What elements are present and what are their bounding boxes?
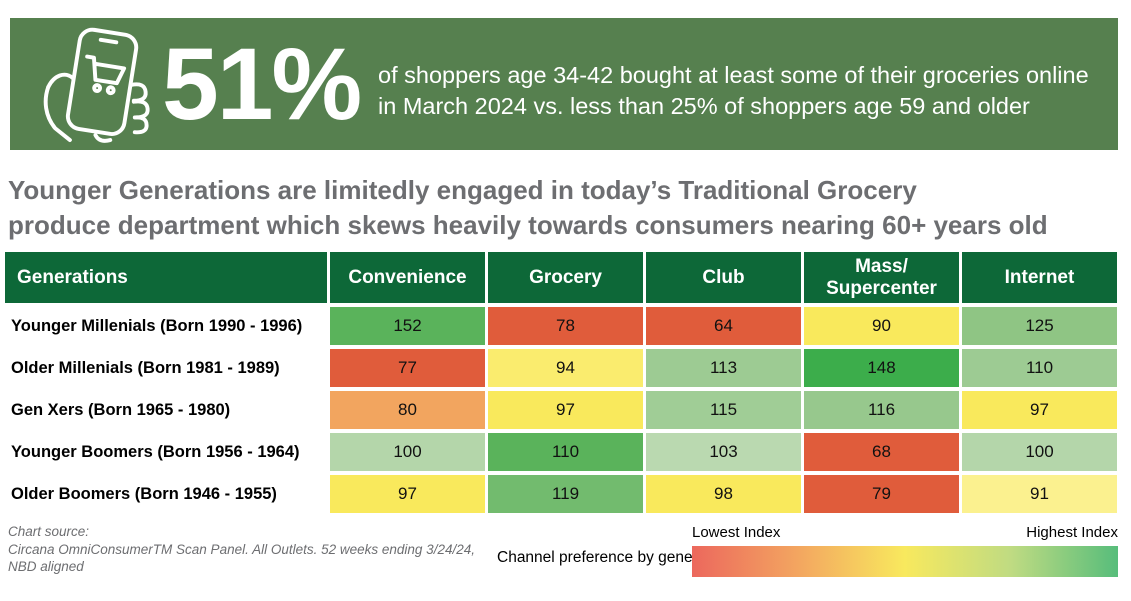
heatmap-cell: 91 bbox=[962, 475, 1117, 513]
heatmap-cell: 79 bbox=[804, 475, 959, 513]
chart-source-line3: NBD aligned bbox=[8, 559, 84, 574]
column-header-club: Club bbox=[646, 252, 801, 303]
heatmap-cell: 125 bbox=[962, 307, 1117, 345]
heatmap-cell: 64 bbox=[646, 307, 801, 345]
heatmap-cell: 100 bbox=[330, 433, 485, 471]
page-title-line2: produce department which skews heavily t… bbox=[8, 210, 1048, 240]
heatmap-cell: 110 bbox=[488, 433, 643, 471]
page-title-line1: Younger Generations are limitedly engage… bbox=[8, 175, 917, 205]
stat-banner: 51% of shoppers age 34-42 bought at leas… bbox=[10, 18, 1118, 150]
heatmap-cell: 77 bbox=[330, 349, 485, 387]
legend-caption: Channel preference by generation > bbox=[497, 549, 745, 566]
heatmap-cell: 97 bbox=[330, 475, 485, 513]
stat-percentage: 51% bbox=[162, 27, 362, 141]
heatmap-cell: 119 bbox=[488, 475, 643, 513]
stat-description: of shoppers age 34-42 bought at least so… bbox=[378, 60, 1089, 122]
column-header-grocery: Grocery bbox=[488, 252, 643, 303]
row-label-older-boomers: Older Boomers (Born 1946 - 1955) bbox=[5, 475, 327, 513]
column-header-generations: Generations bbox=[5, 252, 327, 303]
chart-source-line1: Chart source: bbox=[8, 524, 90, 539]
legend-gradient-bar bbox=[692, 546, 1118, 577]
column-header-internet: Internet bbox=[962, 252, 1117, 303]
stat-description-line2: in March 2024 vs. less than 25% of shopp… bbox=[378, 93, 1030, 119]
heatmap-cell: 97 bbox=[488, 391, 643, 429]
chart-source-note: Chart source: Circana OmniConsumerTM Sca… bbox=[8, 523, 475, 576]
stat-description-line1: of shoppers age 34-42 bought at least so… bbox=[378, 62, 1089, 88]
column-header-mass-supercenter: Mass/ Supercenter bbox=[804, 252, 959, 303]
hand-holding-phone-shopping-icon bbox=[43, 27, 150, 143]
row-label-younger-millenials: Younger Millenials (Born 1990 - 1996) bbox=[5, 307, 327, 345]
heatmap-cell: 152 bbox=[330, 307, 485, 345]
heatmap-cell: 115 bbox=[646, 391, 801, 429]
heatmap-cell: 94 bbox=[488, 349, 643, 387]
heatmap-cell: 110 bbox=[962, 349, 1117, 387]
heatmap-cell: 116 bbox=[804, 391, 959, 429]
heatmap-cell: 113 bbox=[646, 349, 801, 387]
legend-lowest-label: Lowest Index bbox=[692, 524, 781, 541]
row-label-gen-xers: Gen Xers (Born 1965 - 1980) bbox=[5, 391, 327, 429]
row-label-older-millenials: Older Millenials (Born 1981 - 1989) bbox=[5, 349, 327, 387]
heatmap-cell: 68 bbox=[804, 433, 959, 471]
heatmap-cell: 100 bbox=[962, 433, 1117, 471]
heatmap-cell: 98 bbox=[646, 475, 801, 513]
legend-highest-label: Highest Index bbox=[1026, 524, 1118, 541]
heatmap-cell: 78 bbox=[488, 307, 643, 345]
heatmap-cell: 80 bbox=[330, 391, 485, 429]
heatmap-cell: 148 bbox=[804, 349, 959, 387]
heatmap-cell: 103 bbox=[646, 433, 801, 471]
row-label-younger-boomers: Younger Boomers (Born 1956 - 1964) bbox=[5, 433, 327, 471]
heatmap-table: Generations Convenience Grocery Club Mas… bbox=[5, 252, 1117, 513]
page-title: Younger Generations are limitedly engage… bbox=[8, 173, 1048, 243]
chart-source-line2: Circana OmniConsumerTM Scan Panel. All O… bbox=[8, 541, 475, 557]
heatmap-cell: 90 bbox=[804, 307, 959, 345]
heatmap-cell: 97 bbox=[962, 391, 1117, 429]
legend-labels: Lowest Index Highest Index bbox=[692, 524, 1118, 541]
column-header-convenience: Convenience bbox=[330, 252, 485, 303]
